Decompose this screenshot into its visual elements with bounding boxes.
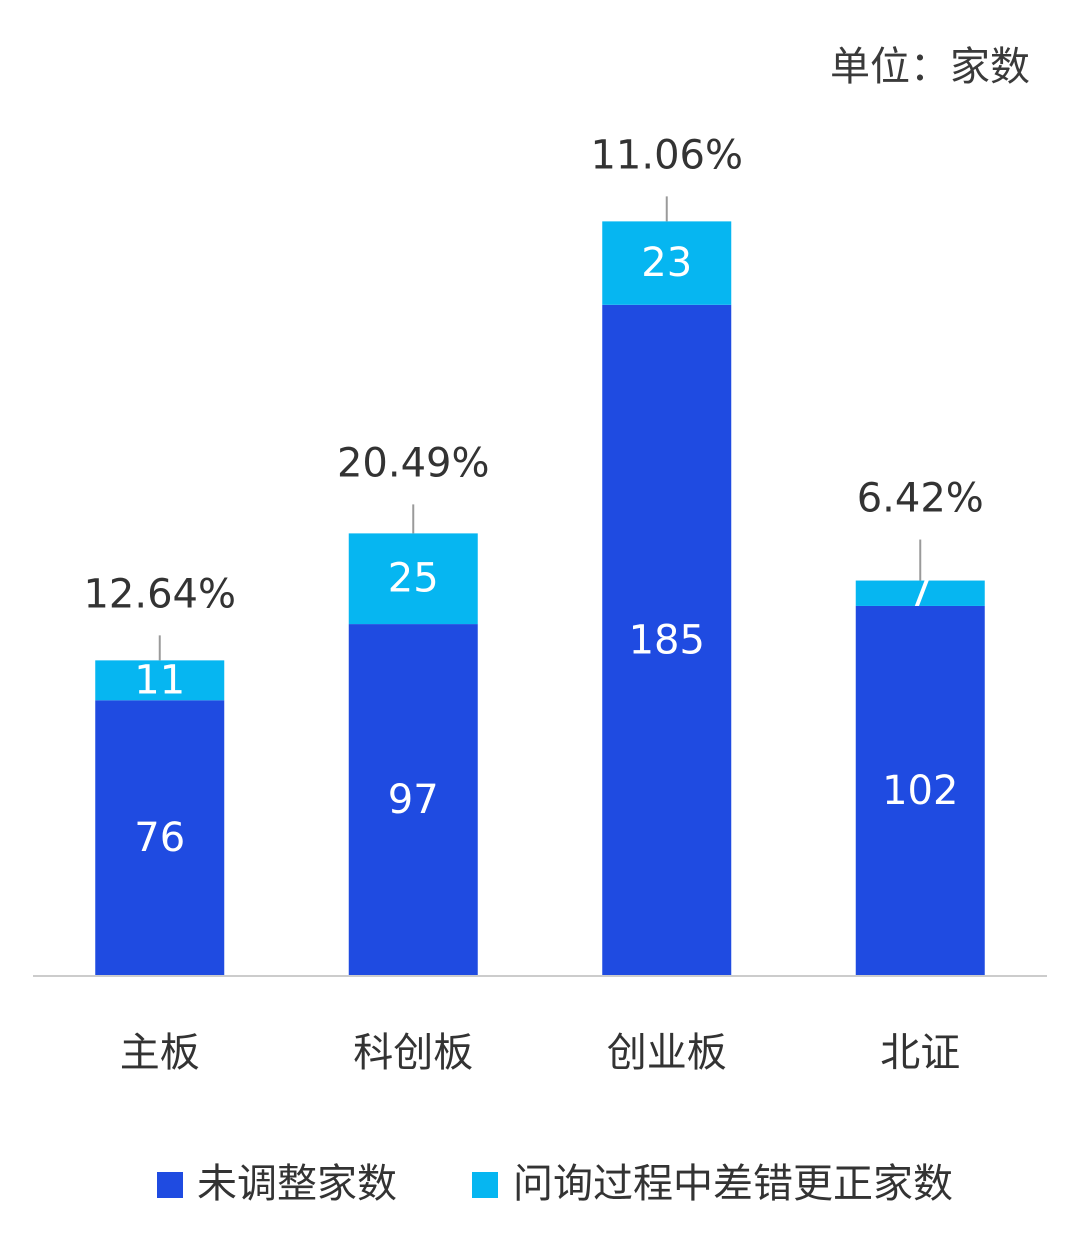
- bar-corrected-3: [602, 221, 732, 305]
- value-label-corrected-1: 11: [134, 657, 185, 703]
- bar-corrected-4: [855, 580, 985, 606]
- value-label-unadjusted-3: 185: [629, 617, 705, 663]
- percent-annotations-group: 12.64% 20.49% 11.06% 6.42%: [83, 132, 984, 661]
- percent-label-4: 6.42%: [857, 476, 984, 522]
- legend-item-unadjusted: 未调整家数: [157, 1161, 397, 1207]
- bar-corrected-2: [348, 533, 478, 625]
- legend-label-corrected: 问询过程中差错更正家数: [513, 1161, 953, 1207]
- category-label-2: 科创板: [353, 1030, 473, 1076]
- unit-label: 单位：家数: [830, 44, 1030, 90]
- bar-corrected-1: [95, 660, 225, 701]
- percent-label-1: 12.64%: [83, 571, 236, 617]
- category-labels-group: 主板 科创板 创业板 北证: [120, 1030, 961, 1076]
- value-label-unadjusted-2: 97: [388, 777, 439, 823]
- value-label-corrected-2: 25: [388, 556, 439, 602]
- value-label-unadjusted-4: 102: [882, 768, 958, 814]
- value-label-corrected-3: 23: [641, 240, 692, 286]
- bar-unadjusted-2: [348, 624, 478, 976]
- legend-swatch-corrected: [472, 1172, 498, 1198]
- bar-unadjusted-1: [95, 700, 225, 976]
- percent-label-2: 20.49%: [337, 440, 490, 486]
- bar-unadjusted-4: [855, 605, 985, 976]
- category-label-4: 北证: [880, 1030, 960, 1076]
- bar-unadjusted-3: [602, 304, 732, 976]
- category-label-3: 创业板: [607, 1030, 727, 1076]
- bars-group: [95, 221, 985, 976]
- category-label-1: 主板: [120, 1030, 200, 1076]
- value-label-unadjusted-1: 76: [134, 815, 185, 861]
- percent-label-3: 11.06%: [590, 132, 743, 178]
- legend-item-corrected: 问询过程中差错更正家数: [472, 1161, 953, 1207]
- legend: 未调整家数 问询过程中差错更正家数: [157, 1161, 953, 1207]
- legend-label-unadjusted: 未调整家数: [197, 1161, 397, 1207]
- legend-swatch-unadjusted: [157, 1172, 183, 1198]
